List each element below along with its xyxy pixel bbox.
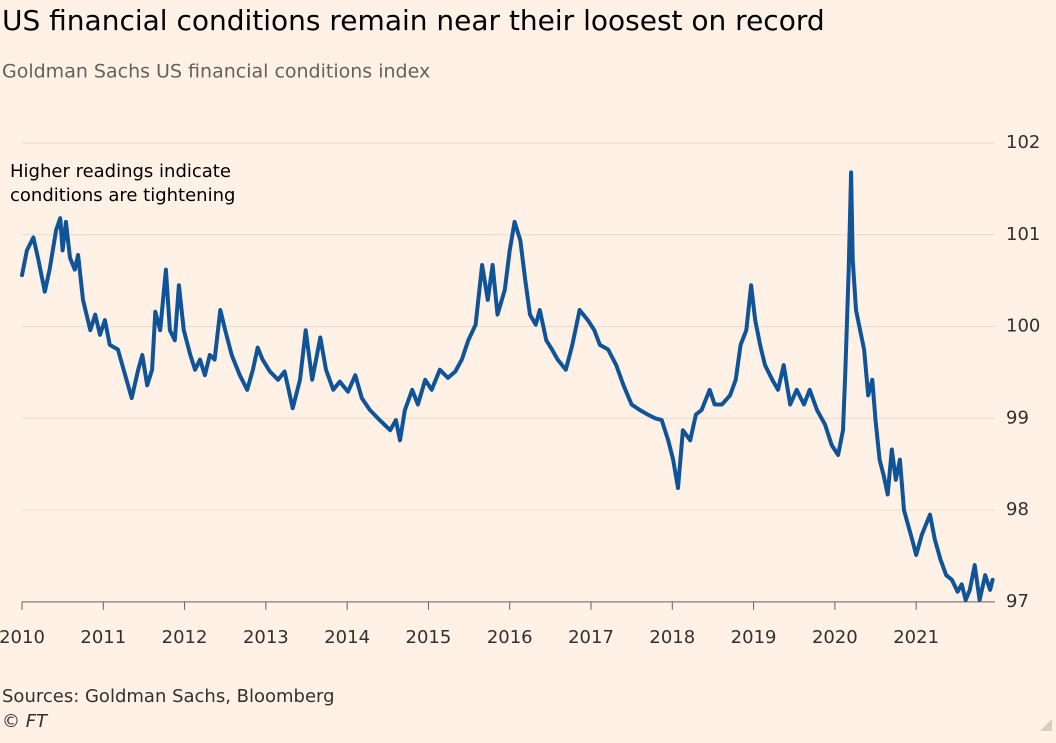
x-tick-label: 2015 — [406, 627, 452, 648]
chart-title: US financial conditions remain near thei… — [2, 4, 825, 37]
x-tick-label: 2011 — [80, 627, 126, 648]
y-tick-label: 97 — [1006, 591, 1029, 612]
credit: © FT — [2, 711, 49, 732]
annotation: conditions are tightening — [10, 185, 235, 206]
chart-subtitle: Goldman Sachs US financial conditions in… — [2, 61, 430, 83]
y-tick-label: 99 — [1006, 407, 1029, 428]
x-tick-label: 2021 — [893, 627, 939, 648]
x-tick-label: 2018 — [649, 627, 695, 648]
x-tick-label: 2013 — [243, 627, 289, 648]
resize-corner — [1040, 719, 1052, 731]
x-tick-label: 2019 — [731, 627, 777, 648]
x-tick-label: 2017 — [568, 627, 614, 648]
x-tick-label: 2016 — [487, 627, 533, 648]
x-tick-label: 2010 — [0, 627, 45, 648]
x-tick-label: 2014 — [324, 627, 370, 648]
x-tick-label: 2012 — [162, 627, 208, 648]
x-tick-label: 2020 — [812, 627, 858, 648]
y-tick-label: 102 — [1006, 132, 1040, 153]
y-tick-label: 100 — [1006, 316, 1040, 337]
source: Sources: Goldman Sachs, Bloomberg — [2, 686, 335, 707]
y-tick-label: 98 — [1006, 499, 1029, 520]
annotation: Higher readings indicate — [10, 161, 231, 182]
y-tick-label: 101 — [1006, 224, 1040, 245]
line — [20, 170, 995, 602]
